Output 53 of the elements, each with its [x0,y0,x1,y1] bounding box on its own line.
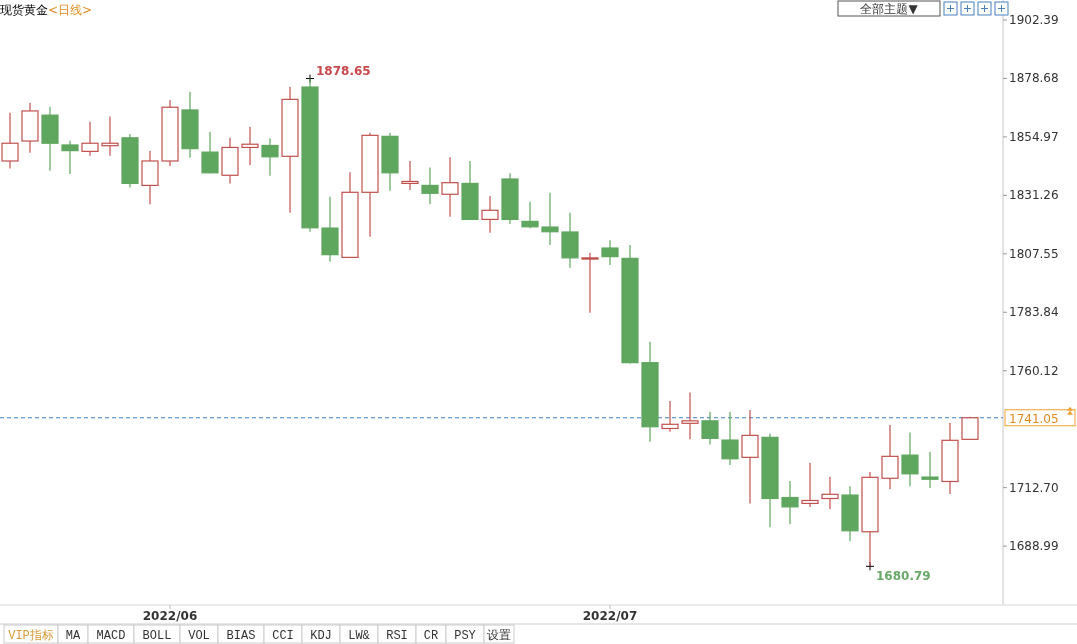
candlestick [601,239,619,266]
candlestick [901,431,919,487]
candlestick [881,424,899,490]
y-tick-label: 1760.12 [1009,363,1059,378]
candlestick [521,201,539,229]
candlestick [61,140,79,175]
candlestick [81,121,99,157]
candlestick [801,462,819,508]
candlestick [1,112,19,169]
candlestick [581,252,599,314]
text: MACD [96,629,126,643]
x-tick-label: 2022/06 [142,609,198,623]
text: RSI [386,629,408,643]
candlestick [921,451,939,489]
text: KDJ [310,629,332,643]
y-tick-label: 1712.70 [1009,480,1059,495]
candlestick [241,126,259,166]
text: CR [423,629,439,643]
candlestick [661,400,679,433]
text: PSY [454,629,476,643]
candlestick [701,411,719,446]
text: BIAS [226,629,256,643]
text: VOL [188,629,210,643]
text: 设置 [487,629,511,643]
text: LW& [348,629,370,643]
candlestick [821,476,839,510]
text: CCI [272,629,294,643]
text: BOLL [142,629,172,643]
chart-title: 现货黄金 [0,3,48,17]
y-tick-label: 1688.99 [1009,539,1059,554]
y-tick-label: 1807.55 [1009,246,1059,261]
y-tick-label: 1854.97 [1009,129,1059,144]
y-tick-label: 1902.39 [1009,12,1059,27]
y-tick-label: 1831.26 [1009,188,1059,203]
candlestick [201,131,219,174]
chart-subtitle: <日线> [48,3,93,17]
candlestick [441,156,459,218]
candlestick [401,160,419,191]
candlestick [261,137,279,177]
candlestick [681,391,699,440]
y-tick-label: 1783.84 [1009,305,1059,320]
candlestick [741,409,759,505]
ref-line-label: 1741.05 [1009,411,1059,426]
candlestick [781,480,799,525]
y-tick-label: 1878.68 [1009,71,1059,86]
candlestick [421,166,439,205]
annotation: 1878.65 [316,63,371,78]
annotation: 全部主题▼ [860,2,919,16]
candlestick [541,192,559,246]
annotation: 1680.79 [876,569,931,584]
x-tick-label: 2022/07 [582,609,638,623]
candlestick [481,195,499,234]
candlestick [721,411,739,466]
